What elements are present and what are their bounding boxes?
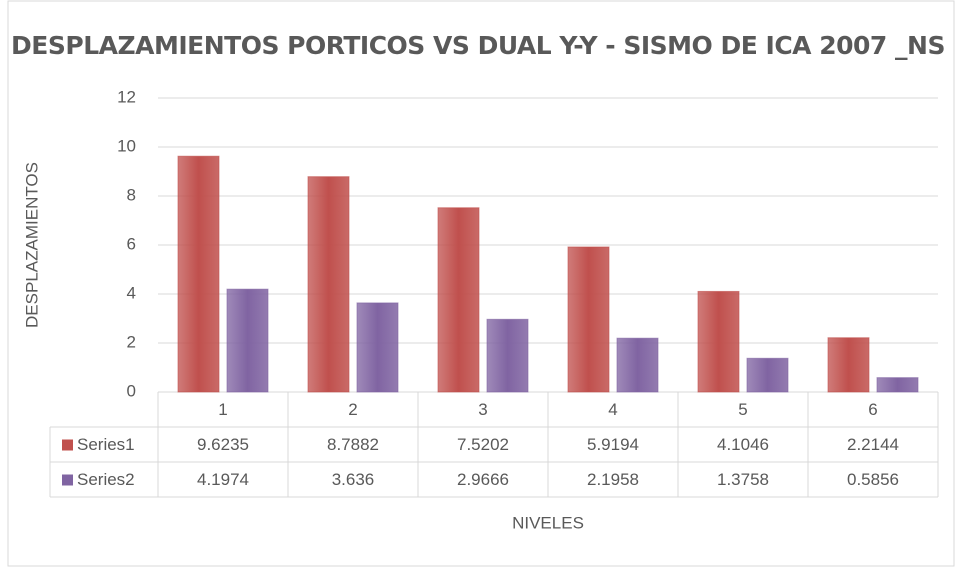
y-tick-label: 6	[127, 234, 136, 253]
y-tick-label: 10	[117, 136, 136, 155]
table-value: 2.1958	[587, 470, 639, 489]
bar	[876, 377, 919, 393]
table-value: 5.9194	[587, 435, 639, 454]
x-tick-label: 3	[478, 400, 487, 419]
bar	[356, 302, 399, 393]
x-tick-label: 1	[218, 400, 227, 419]
x-tick-label: 4	[608, 400, 617, 419]
table-value: 8.7882	[327, 435, 379, 454]
table-value: 2.9666	[457, 470, 509, 489]
table-value: 9.6235	[197, 435, 249, 454]
table-value: 2.2144	[847, 435, 899, 454]
chart-title: DESPLAZAMIENTOS PORTICOS VS DUAL Y-Y - S…	[11, 31, 945, 60]
bar	[307, 176, 350, 393]
bar	[486, 318, 529, 393]
x-tick-label: 6	[868, 400, 877, 419]
x-tick-label: 5	[738, 400, 747, 419]
x-axis-label: NIVELES	[512, 513, 584, 532]
y-axis-label: DESPLAZAMIENTOS	[22, 162, 41, 328]
table-value: 7.5202	[457, 435, 509, 454]
y-tick-label: 2	[127, 332, 136, 351]
legend-label: Series2	[77, 470, 135, 489]
bar	[746, 357, 789, 393]
table-value: 4.1974	[197, 470, 249, 489]
y-tick-label: 0	[127, 381, 136, 400]
bar	[226, 288, 269, 393]
bar	[567, 246, 610, 393]
legend-swatch	[62, 439, 73, 451]
bar	[437, 207, 480, 393]
y-tick-label: 8	[127, 185, 136, 204]
table-value: 3.636	[332, 470, 375, 489]
y-tick-label: 12	[117, 87, 136, 106]
table-value: 4.1046	[717, 435, 769, 454]
legend-swatch	[62, 474, 73, 486]
bar	[697, 290, 740, 393]
bar	[616, 337, 659, 393]
chart-border	[7, 0, 955, 567]
table-value: 0.5856	[847, 470, 899, 489]
legend-label: Series1	[77, 435, 135, 454]
bar	[827, 337, 870, 393]
table-value: 1.3758	[717, 470, 769, 489]
x-tick-label: 2	[348, 400, 357, 419]
bar	[177, 155, 220, 393]
y-tick-label: 4	[127, 283, 136, 302]
